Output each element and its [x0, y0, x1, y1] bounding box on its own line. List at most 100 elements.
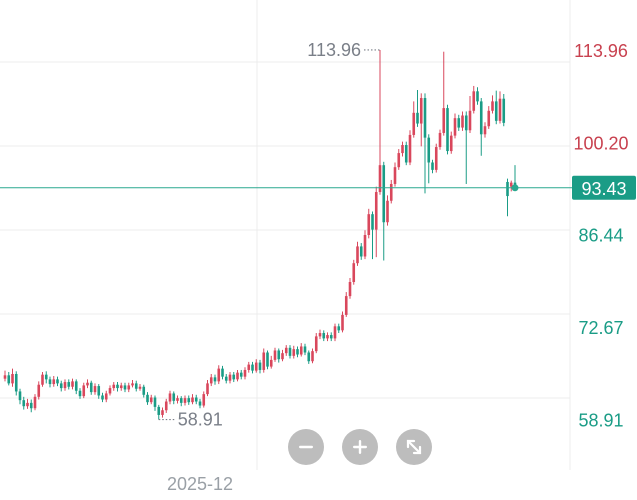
candle-body [389, 183, 393, 201]
x-axis-date-label: 2025-12 [167, 474, 233, 494]
candle-body [344, 296, 348, 315]
candle [191, 394, 194, 405]
candle [509, 180, 513, 192]
candle [48, 376, 52, 388]
candle-body [63, 382, 67, 389]
candle-body [56, 379, 59, 384]
candle-body [251, 364, 254, 371]
candle-body [509, 182, 513, 187]
candle [127, 382, 131, 393]
candle [146, 392, 149, 405]
candle [374, 186, 378, 258]
candle-body [292, 349, 296, 356]
candle [494, 90, 498, 125]
candle [273, 347, 277, 362]
candle [487, 106, 491, 129]
candle-body [318, 333, 322, 337]
candle [386, 195, 389, 226]
candle [104, 390, 108, 403]
candle-body [18, 391, 22, 401]
candle [179, 396, 183, 407]
candle [491, 95, 494, 114]
candle [142, 384, 146, 398]
candle-body [442, 108, 446, 133]
candle-body [382, 165, 386, 223]
candle-body [29, 402, 33, 409]
candle-body [228, 374, 232, 381]
candle-body [236, 372, 239, 380]
candle-body [123, 385, 127, 390]
candle-body [479, 101, 483, 135]
candle [198, 398, 202, 409]
zoom-out-button[interactable] [288, 429, 324, 465]
candle-body [494, 101, 498, 121]
candle [22, 396, 26, 410]
candle-body [419, 98, 423, 124]
candle [153, 395, 157, 411]
candle-body [146, 394, 149, 403]
candle-body [149, 397, 153, 403]
candle [138, 384, 142, 391]
candle [52, 376, 56, 387]
candle [112, 382, 116, 391]
candle [333, 323, 337, 342]
candle-body [11, 373, 14, 384]
candle [408, 130, 412, 166]
price-axis-label: 86.44 [578, 226, 623, 246]
candle-body [239, 372, 243, 377]
candle [468, 96, 472, 133]
candle [311, 348, 314, 364]
candle-body [134, 383, 138, 389]
candle-body [322, 333, 326, 339]
candle-body [119, 385, 123, 389]
candle-body [202, 394, 206, 406]
candle [502, 94, 506, 127]
zoom-in-button[interactable] [342, 429, 378, 465]
candle-body [206, 383, 209, 395]
candle-body [397, 153, 401, 168]
candle [74, 379, 78, 395]
candle [423, 93, 427, 194]
candle-body [446, 108, 449, 152]
candle [326, 332, 329, 342]
candle-body [461, 115, 464, 128]
candle [236, 369, 239, 382]
candle-body [33, 396, 37, 409]
candle-body [254, 362, 258, 371]
candle [131, 380, 134, 388]
candle-body [296, 349, 299, 355]
candle-body [311, 351, 314, 362]
candle-body [371, 214, 374, 230]
candle [243, 367, 247, 380]
candle [318, 329, 322, 340]
candle-body [101, 395, 104, 400]
candle [401, 141, 404, 157]
candle [67, 379, 71, 390]
candle [168, 390, 172, 405]
candle [123, 382, 127, 393]
candle-body [326, 335, 329, 339]
candle [453, 113, 457, 139]
candle [258, 359, 262, 374]
candle-body [434, 147, 438, 170]
candle-body [217, 368, 221, 382]
candle [506, 178, 509, 217]
candle-body [26, 402, 29, 407]
candle-body [183, 398, 187, 403]
candle-body [412, 112, 416, 135]
candle [419, 93, 423, 147]
candle [97, 384, 101, 399]
candle [82, 382, 86, 399]
candle-body [14, 373, 18, 392]
candle-body [48, 379, 52, 385]
price-axis-label: 58.91 [578, 411, 623, 431]
low-marker-label: 58.91 [178, 410, 223, 430]
candle-body [329, 335, 333, 339]
fullscreen-button[interactable] [396, 429, 432, 465]
candle [476, 87, 479, 105]
candle [367, 208, 371, 239]
candle [344, 292, 348, 317]
candle [288, 345, 292, 359]
candle-body [262, 352, 266, 370]
